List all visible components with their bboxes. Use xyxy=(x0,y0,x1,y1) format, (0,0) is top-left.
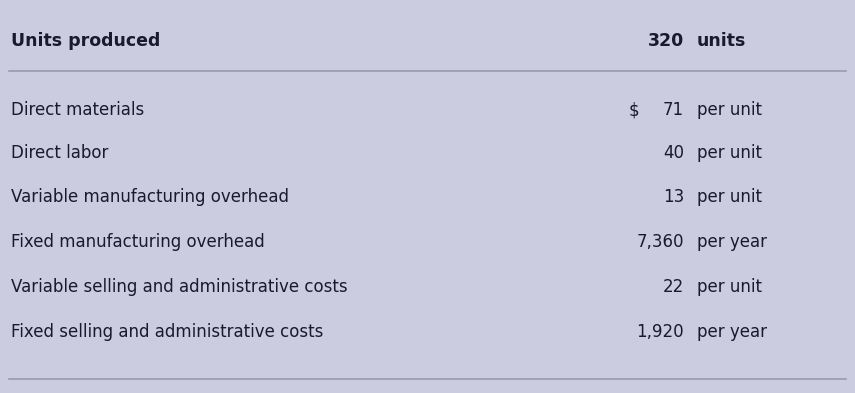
Text: per year: per year xyxy=(697,233,767,251)
Text: 1,920: 1,920 xyxy=(636,323,684,341)
Text: 40: 40 xyxy=(663,144,684,162)
Text: Variable manufacturing overhead: Variable manufacturing overhead xyxy=(11,187,289,206)
Text: Direct labor: Direct labor xyxy=(11,144,109,162)
Text: Fixed manufacturing overhead: Fixed manufacturing overhead xyxy=(11,233,265,251)
Text: per unit: per unit xyxy=(697,187,762,206)
Text: 13: 13 xyxy=(663,187,684,206)
Text: 22: 22 xyxy=(663,278,684,296)
Text: $: $ xyxy=(628,101,639,119)
Text: Fixed selling and administrative costs: Fixed selling and administrative costs xyxy=(11,323,323,341)
Text: per year: per year xyxy=(697,323,767,341)
Text: 320: 320 xyxy=(648,32,684,50)
Text: per unit: per unit xyxy=(697,278,762,296)
Text: units: units xyxy=(697,32,746,50)
Text: per unit: per unit xyxy=(697,144,762,162)
Text: Units produced: Units produced xyxy=(11,32,161,50)
Text: per unit: per unit xyxy=(697,101,762,119)
Text: Variable selling and administrative costs: Variable selling and administrative cost… xyxy=(11,278,348,296)
Text: Direct materials: Direct materials xyxy=(11,101,144,119)
Text: 71: 71 xyxy=(663,101,684,119)
Text: 7,360: 7,360 xyxy=(636,233,684,251)
